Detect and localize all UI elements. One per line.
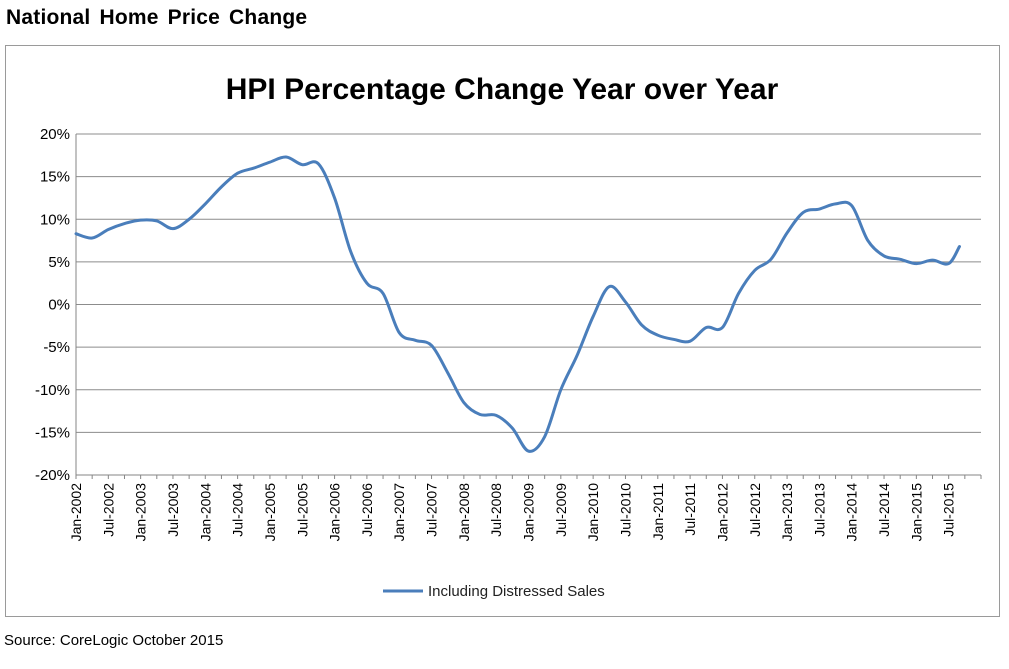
x-tick-label: Jan-2007 xyxy=(391,483,407,542)
x-tick-label: Jan-2009 xyxy=(521,483,537,542)
chart-title: HPI Percentage Change Year over Year xyxy=(226,73,779,106)
x-tick-label: Jul-2003 xyxy=(165,483,181,537)
y-tick-label: -15% xyxy=(35,424,70,441)
x-tick-label: Jan-2004 xyxy=(197,483,213,542)
x-tick-label: Jan-2005 xyxy=(262,483,278,542)
series xyxy=(74,155,961,453)
x-tick-label: Jan-2010 xyxy=(585,483,601,542)
x-tick-label: Jan-2011 xyxy=(650,483,666,541)
y-tick-label: -20% xyxy=(35,467,70,484)
gridlines xyxy=(76,133,981,433)
x-tick-label: Jul-2009 xyxy=(553,483,569,537)
y-tick-label: -5% xyxy=(43,339,70,356)
x-tick-label: Jan-2012 xyxy=(714,483,730,542)
x-tick-label: Jan-2008 xyxy=(456,483,472,542)
x-tick-labels: Jan-2002 Jul-2002 Jan-2003 Jul-2003 Jan-2004… xyxy=(68,483,957,542)
chart-frame: HPI Percentage Change Year over Year 20%… xyxy=(5,45,1000,617)
y-tick-label: 15% xyxy=(40,169,70,186)
x-tick-label: Jul-2006 xyxy=(359,483,375,537)
x-tick-label: Jan-2002 xyxy=(68,483,84,542)
x-tick-label: Jul-2010 xyxy=(617,483,633,537)
y-tick-label: 10% xyxy=(40,211,70,228)
line-chart: HPI Percentage Change Year over Year 20%… xyxy=(35,73,982,600)
source-note: Source: CoreLogic October 2015 xyxy=(4,632,224,649)
x-tick-label: Jan-2013 xyxy=(779,483,795,542)
x-tick-label: Jul-2015 xyxy=(941,483,957,537)
x-tick-label: Jul-2008 xyxy=(488,483,504,537)
x-tick-label: Jan-2014 xyxy=(844,483,860,542)
y-tick-label: 20% xyxy=(40,126,70,143)
y-tick-labels: 20% 15% 10% 5% 0% -5% -10% -15% -20% xyxy=(35,126,70,484)
legend-label-including-distressed-sales: Including Distressed Sales xyxy=(428,583,605,600)
axes xyxy=(75,134,982,479)
y-tick-label: 0% xyxy=(48,297,70,314)
page-title: National Home Price Change xyxy=(6,6,308,29)
x-tick-label: Jul-2014 xyxy=(876,483,892,537)
x-tick-label: Jan-2003 xyxy=(133,483,149,542)
series-line-including-distressed-sales xyxy=(74,155,961,453)
legend: Including Distressed Sales xyxy=(383,583,605,600)
y-tick-label: -10% xyxy=(35,382,70,399)
x-tick-label: Jul-2012 xyxy=(747,483,763,537)
x-tick-label: Jan-2015 xyxy=(908,483,924,542)
x-tick-label: Jan-2006 xyxy=(327,483,343,542)
x-tick-label: Jul-2007 xyxy=(424,483,440,537)
x-tick-label: Jul-2011 xyxy=(682,483,698,536)
x-tick-label: Jul-2005 xyxy=(294,483,310,537)
x-tick-label: Jul-2004 xyxy=(230,483,246,537)
x-tick-label: Jul-2013 xyxy=(811,483,827,537)
x-tick-label: Jul-2002 xyxy=(100,483,116,537)
y-tick-label: 5% xyxy=(48,254,70,271)
